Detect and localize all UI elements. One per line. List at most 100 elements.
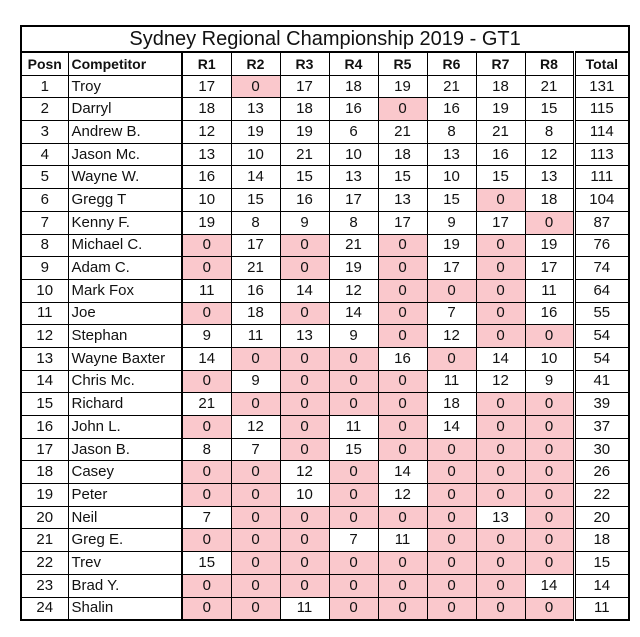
round-8-score-cell: 15 — [524, 97, 575, 122]
round-8-score-cell: 0 — [524, 437, 575, 462]
round-4-score-cell: 0 — [328, 392, 379, 416]
round-2-score-cell: 12 — [230, 415, 281, 439]
round-3-score-cell: 9 — [279, 210, 330, 235]
competitor-cell: Kenny F. — [67, 210, 183, 235]
round-7-score-cell: 16 — [475, 142, 526, 167]
round-8-score-cell: 0 — [524, 528, 575, 553]
round-3-score-cell: 18 — [279, 97, 330, 122]
total-cell: 104 — [572, 188, 630, 212]
table-row: 23 Brad Y. 0 0 0 0 0 0 0 14 14 — [20, 573, 630, 598]
round-4-score-cell: 0 — [328, 460, 379, 485]
round-8-score-cell: 13 — [524, 165, 575, 190]
total-cell: 76 — [572, 233, 630, 258]
position-cell: 10 — [20, 278, 69, 303]
round-3-score-cell: 12 — [279, 460, 330, 485]
round-5-score-cell: 0 — [377, 551, 428, 575]
table-row: 11 Joe 0 18 0 14 0 7 0 16 55 — [20, 301, 630, 326]
position-cell: 4 — [20, 142, 69, 167]
round-4-score-cell: 0 — [328, 369, 379, 394]
round-1-score-cell: 0 — [181, 415, 232, 439]
round-1-score-cell: 7 — [181, 505, 232, 530]
round-7-score-cell: 0 — [475, 528, 526, 553]
round-3-score-cell: 0 — [279, 573, 330, 598]
round-6-score-cell: 0 — [426, 278, 477, 303]
round-3-score-cell: 16 — [279, 188, 330, 212]
round-6-score-cell: 0 — [426, 551, 477, 575]
column-header-r5: R5 — [377, 51, 428, 76]
round-8-score-cell: 8 — [524, 120, 575, 144]
round-2-score-cell: 14 — [230, 165, 281, 190]
round-4-score-cell: 0 — [328, 551, 379, 575]
total-cell: 74 — [572, 256, 630, 280]
round-3-score-cell: 0 — [279, 528, 330, 553]
table-row: 1 Troy 17 0 17 18 19 21 18 21 131 — [20, 74, 630, 99]
column-header-r7: R7 — [475, 51, 526, 76]
round-6-score-cell: 0 — [426, 483, 477, 507]
column-header-r6: R6 — [426, 51, 477, 76]
round-4-score-cell: 15 — [328, 437, 379, 462]
round-6-score-cell: 0 — [426, 505, 477, 530]
round-5-score-cell: 0 — [377, 97, 428, 122]
round-7-score-cell: 0 — [475, 596, 526, 621]
position-cell: 12 — [20, 324, 69, 348]
column-header-r2: R2 — [230, 51, 281, 76]
round-8-score-cell: 14 — [524, 573, 575, 598]
round-7-score-cell: 18 — [475, 74, 526, 99]
round-6-score-cell: 0 — [426, 437, 477, 462]
column-header-r8: R8 — [524, 51, 575, 76]
round-1-score-cell: 18 — [181, 97, 232, 122]
round-3-score-cell: 17 — [279, 74, 330, 99]
round-5-score-cell: 0 — [377, 256, 428, 280]
table-row: 20 Neil 7 0 0 0 0 0 13 0 20 — [20, 505, 630, 530]
position-cell: 20 — [20, 505, 69, 530]
round-8-score-cell: 0 — [524, 551, 575, 575]
round-1-score-cell: 17 — [181, 74, 232, 99]
round-1-score-cell: 11 — [181, 278, 232, 303]
competitor-cell: Neil — [67, 505, 183, 530]
table-row: 10 Mark Fox 11 16 14 12 0 0 0 11 64 — [20, 278, 630, 303]
round-8-score-cell: 21 — [524, 74, 575, 99]
total-cell: 64 — [572, 278, 630, 303]
column-header-r1: R1 — [181, 51, 232, 76]
position-cell: 22 — [20, 551, 69, 575]
table-row: 8 Michael C. 0 17 0 21 0 19 0 19 76 — [20, 233, 630, 258]
round-6-score-cell: 17 — [426, 256, 477, 280]
round-1-score-cell: 21 — [181, 392, 232, 416]
round-5-score-cell: 14 — [377, 460, 428, 485]
round-8-score-cell: 12 — [524, 142, 575, 167]
column-header-total: Total — [572, 51, 630, 76]
total-cell: 30 — [572, 437, 630, 462]
table-row: 9 Adam C. 0 21 0 19 0 17 0 17 74 — [20, 256, 630, 280]
round-7-score-cell: 0 — [475, 392, 526, 416]
table-row: 18 Casey 0 0 12 0 14 0 0 0 26 — [20, 460, 630, 485]
total-cell: 55 — [572, 301, 630, 326]
competitor-cell: Gregg T — [67, 188, 183, 212]
round-3-score-cell: 0 — [279, 392, 330, 416]
round-5-score-cell: 0 — [377, 437, 428, 462]
competitor-cell: Troy — [67, 74, 183, 99]
round-4-score-cell: 9 — [328, 324, 379, 348]
round-5-score-cell: 19 — [377, 74, 428, 99]
round-8-score-cell: 11 — [524, 278, 575, 303]
competitor-cell: Jason Mc. — [67, 142, 183, 167]
round-4-score-cell: 7 — [328, 528, 379, 553]
position-cell: 16 — [20, 415, 69, 439]
competitor-cell: Jason B. — [67, 437, 183, 462]
competitor-cell: Casey — [67, 460, 183, 485]
round-6-score-cell: 13 — [426, 142, 477, 167]
round-2-score-cell: 0 — [230, 483, 281, 507]
competitor-cell: Wayne Baxter — [67, 346, 183, 371]
total-cell: 115 — [572, 97, 630, 122]
competitor-cell: Joe — [67, 301, 183, 326]
total-cell: 54 — [572, 324, 630, 348]
round-8-score-cell: 0 — [524, 392, 575, 416]
total-cell: 113 — [572, 142, 630, 167]
round-5-score-cell: 17 — [377, 210, 428, 235]
round-3-score-cell: 0 — [279, 415, 330, 439]
round-7-score-cell: 0 — [475, 573, 526, 598]
round-5-score-cell: 0 — [377, 278, 428, 303]
table-row: 17 Jason B. 8 7 0 15 0 0 0 0 30 — [20, 437, 630, 462]
table-body: 1 Troy 17 0 17 18 19 21 18 21 131 2 Darryl 18 13 18 16 0 1… — [20, 74, 630, 621]
round-7-score-cell: 0 — [475, 233, 526, 258]
table-row: 22 Trev 15 0 0 0 0 0 0 0 15 — [20, 551, 630, 575]
